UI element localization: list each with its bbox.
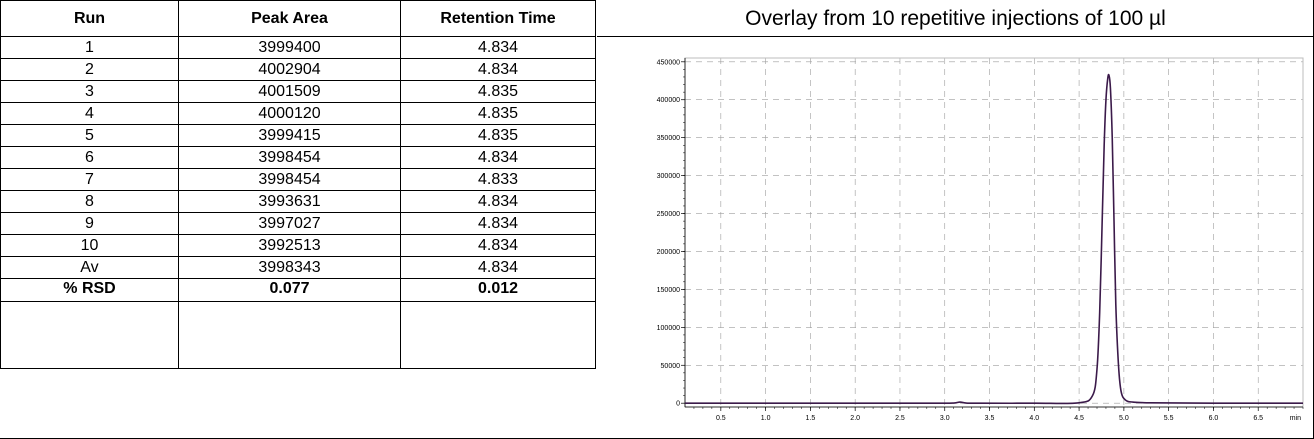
cell-run: 2 [0, 58, 179, 81]
x-tick-label: 3.5 [985, 415, 995, 422]
chart-gridlines [685, 58, 1303, 407]
y-tick-label: 50000 [661, 363, 681, 370]
table-row: 7 3998454 4.833 [0, 168, 596, 191]
y-tick-label: 400000 [657, 97, 680, 104]
table-row-average: Av 3998343 4.834 [0, 256, 596, 279]
cell-peak-area: 4001509 [178, 80, 401, 103]
empty-cell [0, 301, 179, 369]
x-tick-label: 2.5 [895, 415, 905, 422]
x-tick-label: 5.0 [1119, 415, 1129, 422]
table-header-row: Run Peak Area Retention Time [0, 0, 596, 37]
table-row: 9 3997027 4.834 [0, 212, 596, 235]
table-row: 1 3999400 4.834 [0, 36, 596, 59]
table-row: 10 3992513 4.834 [0, 234, 596, 257]
chart-axes [684, 57, 1304, 408]
chart-series [685, 73, 1304, 405]
cell-peak-area: 3993631 [178, 190, 401, 213]
cell-peak-area: 3992513 [178, 234, 401, 257]
cell-retention-time: 4.834 [400, 256, 596, 279]
x-tick-label: 3.0 [940, 415, 950, 422]
table-row: 5 3999415 4.835 [0, 124, 596, 147]
table-row: 3 4001509 4.835 [0, 80, 596, 103]
x-tick-label: 2.0 [850, 415, 860, 422]
x-tick-label: 1.5 [806, 415, 816, 422]
cell-retention-time: 4.834 [400, 58, 596, 81]
x-tick-label: 5.5 [1164, 415, 1174, 422]
header-retention-time: Retention Time [400, 0, 596, 37]
chromatogram-trace [685, 73, 1304, 405]
table-row-empty [0, 301, 596, 369]
cell-retention-time: 4.834 [400, 146, 596, 169]
x-tick-label: 6.0 [1209, 415, 1219, 422]
x-tick-label: 4.0 [1029, 415, 1039, 422]
x-tick-label: 4.5 [1074, 415, 1084, 422]
cell-run: Av [0, 256, 179, 279]
plot-frame [684, 57, 1304, 408]
y-tick-label: 450000 [657, 59, 680, 66]
cell-peak-area: 3997027 [178, 212, 401, 235]
rsd-label: % RSD [0, 278, 179, 302]
results-table: Run Peak Area Retention Time 1 3999400 4.8… [0, 0, 596, 369]
cell-run: 4 [0, 102, 179, 125]
cell-peak-area: 3998343 [178, 256, 401, 279]
y-tick-label: 100000 [657, 325, 680, 332]
cell-peak-area: 3998454 [178, 168, 401, 191]
cell-retention-time: 4.833 [400, 168, 596, 191]
cell-retention-time: 4.835 [400, 80, 596, 103]
y-tick-label: 150000 [657, 287, 680, 294]
cell-retention-time: 4.834 [400, 190, 596, 213]
table-row-rsd: % RSD 0.077 0.012 [0, 278, 596, 302]
cell-peak-area: 3998454 [178, 146, 401, 169]
cell-run: 7 [0, 168, 179, 191]
cell-peak-area: 3999415 [178, 124, 401, 147]
y-axis-ticks: 0 50000 100000 150000 200000 250000 300000 3500… [657, 59, 685, 408]
cell-retention-time: 4.835 [400, 102, 596, 125]
cell-run: 8 [0, 190, 179, 213]
cell-retention-time: 4.834 [400, 212, 596, 235]
empty-cell [400, 301, 596, 369]
table-row: 4 4000120 4.835 [0, 102, 596, 125]
cell-run: 6 [0, 146, 179, 169]
y-tick-label: 250000 [657, 211, 680, 218]
x-tick-label: 1.0 [761, 415, 771, 422]
table-row: 2 4002904 4.834 [0, 58, 596, 81]
y-tick-label: 0 [676, 401, 680, 408]
header-peak-area: Peak Area [178, 0, 401, 37]
cell-run: 1 [0, 36, 179, 59]
x-axis-ticks: 0.5 1.0 1.5 2.0 2.5 3.0 3.5 4.0 4.5 5.0 5.5 6.0 6.5 m… [693, 407, 1304, 422]
rsd-retention-time: 0.012 [400, 278, 596, 302]
chromatogram-chart: 0 50000 100000 150000 200000 250000 300000 3500… [657, 57, 1304, 422]
chart-title: Overlay from 10 repetitive injections of… [597, 0, 1314, 37]
cell-run: 9 [0, 212, 179, 235]
table-row: 8 3993631 4.834 [0, 190, 596, 213]
x-tick-label: 0.5 [716, 415, 726, 422]
rsd-peak-area: 0.077 [178, 278, 401, 302]
cell-peak-area: 4000120 [178, 102, 401, 125]
cell-retention-time: 4.834 [400, 234, 596, 257]
y-tick-label: 300000 [657, 173, 680, 180]
y-tick-label: 350000 [657, 135, 680, 142]
x-tick-label: 6.5 [1253, 415, 1263, 422]
header-run: Run [0, 0, 179, 37]
cell-peak-area: 3999400 [178, 36, 401, 59]
cell-retention-time: 4.835 [400, 124, 596, 147]
cell-retention-time: 4.834 [400, 36, 596, 59]
cell-run: 10 [0, 234, 179, 257]
empty-cell [178, 301, 401, 369]
cell-run: 5 [0, 124, 179, 147]
cell-run: 3 [0, 80, 179, 103]
table-row: 6 3998454 4.834 [0, 146, 596, 169]
cell-peak-area: 4002904 [178, 58, 401, 81]
y-tick-label: 200000 [657, 249, 680, 256]
x-axis-unit-label: min [1290, 415, 1301, 422]
